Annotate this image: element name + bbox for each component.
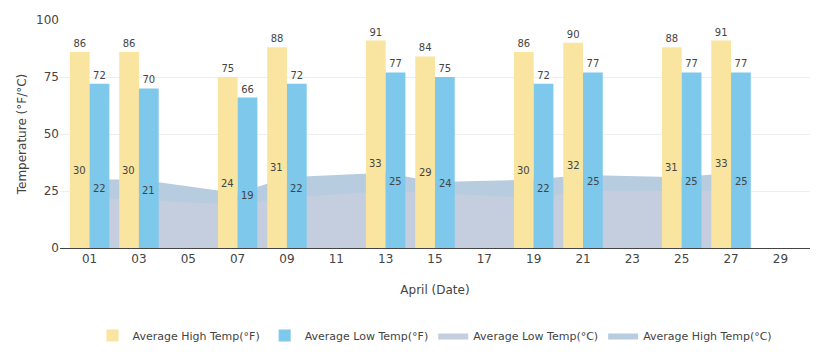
- svg-text:70: 70: [142, 74, 155, 85]
- svg-text:50: 50: [44, 127, 59, 141]
- svg-text:11: 11: [329, 252, 344, 266]
- svg-text:19: 19: [526, 252, 541, 266]
- svg-text:77: 77: [587, 58, 600, 69]
- svg-text:25: 25: [685, 176, 698, 187]
- svg-text:86: 86: [73, 38, 86, 49]
- svg-text:24: 24: [439, 178, 452, 189]
- svg-text:24: 24: [221, 178, 234, 189]
- svg-text:77: 77: [735, 58, 748, 69]
- svg-text:0: 0: [51, 241, 59, 255]
- svg-text:31: 31: [665, 162, 678, 173]
- svg-text:33: 33: [715, 158, 728, 169]
- svg-text:77: 77: [389, 58, 402, 69]
- svg-text:01: 01: [82, 252, 97, 266]
- svg-text:23: 23: [625, 252, 640, 266]
- svg-text:84: 84: [419, 42, 432, 53]
- svg-text:25: 25: [674, 252, 689, 266]
- svg-text:90: 90: [567, 29, 580, 40]
- svg-text:03: 03: [131, 252, 146, 266]
- svg-text:Average High Temp(°F): Average High Temp(°F): [133, 330, 260, 343]
- svg-text:75: 75: [221, 63, 234, 74]
- svg-text:30: 30: [122, 165, 135, 176]
- svg-text:Average Low Temp(°F): Average Low Temp(°F): [305, 330, 429, 343]
- svg-text:77: 77: [685, 58, 698, 69]
- svg-text:32: 32: [567, 160, 580, 171]
- svg-text:09: 09: [279, 252, 294, 266]
- svg-text:25: 25: [389, 176, 402, 187]
- svg-text:21: 21: [575, 252, 590, 266]
- svg-text:Average High Temp(°C): Average High Temp(°C): [643, 330, 772, 343]
- svg-text:30: 30: [73, 165, 86, 176]
- svg-text:22: 22: [537, 183, 550, 194]
- svg-text:72: 72: [93, 70, 106, 81]
- svg-text:86: 86: [123, 38, 136, 49]
- svg-text:Average Low Temp(°C): Average Low Temp(°C): [473, 330, 598, 343]
- svg-text:22: 22: [290, 183, 303, 194]
- svg-text:30: 30: [517, 165, 530, 176]
- svg-text:13: 13: [378, 252, 393, 266]
- svg-text:29: 29: [773, 252, 788, 266]
- svg-text:April (Date): April (Date): [400, 283, 469, 297]
- svg-text:Temperature (°F/°C): Temperature (°F/°C): [15, 74, 29, 196]
- svg-text:25: 25: [44, 184, 59, 198]
- svg-text:88: 88: [271, 33, 284, 44]
- svg-text:91: 91: [369, 27, 382, 38]
- svg-text:07: 07: [230, 252, 245, 266]
- svg-text:75: 75: [439, 63, 452, 74]
- svg-text:72: 72: [290, 70, 303, 81]
- svg-text:75: 75: [44, 70, 59, 84]
- svg-text:88: 88: [665, 33, 678, 44]
- svg-text:19: 19: [241, 190, 254, 201]
- svg-text:100: 100: [36, 13, 59, 27]
- svg-text:25: 25: [735, 176, 748, 187]
- svg-text:29: 29: [419, 167, 432, 178]
- svg-text:27: 27: [723, 252, 738, 266]
- svg-text:31: 31: [270, 162, 283, 173]
- svg-text:15: 15: [427, 252, 442, 266]
- svg-text:17: 17: [477, 252, 492, 266]
- svg-text:66: 66: [241, 84, 254, 95]
- svg-text:22: 22: [93, 183, 106, 194]
- svg-text:72: 72: [537, 70, 550, 81]
- svg-text:86: 86: [517, 38, 530, 49]
- svg-text:21: 21: [142, 185, 155, 196]
- svg-text:05: 05: [181, 252, 196, 266]
- svg-text:25: 25: [587, 176, 600, 187]
- svg-text:91: 91: [715, 27, 728, 38]
- svg-text:33: 33: [369, 158, 382, 169]
